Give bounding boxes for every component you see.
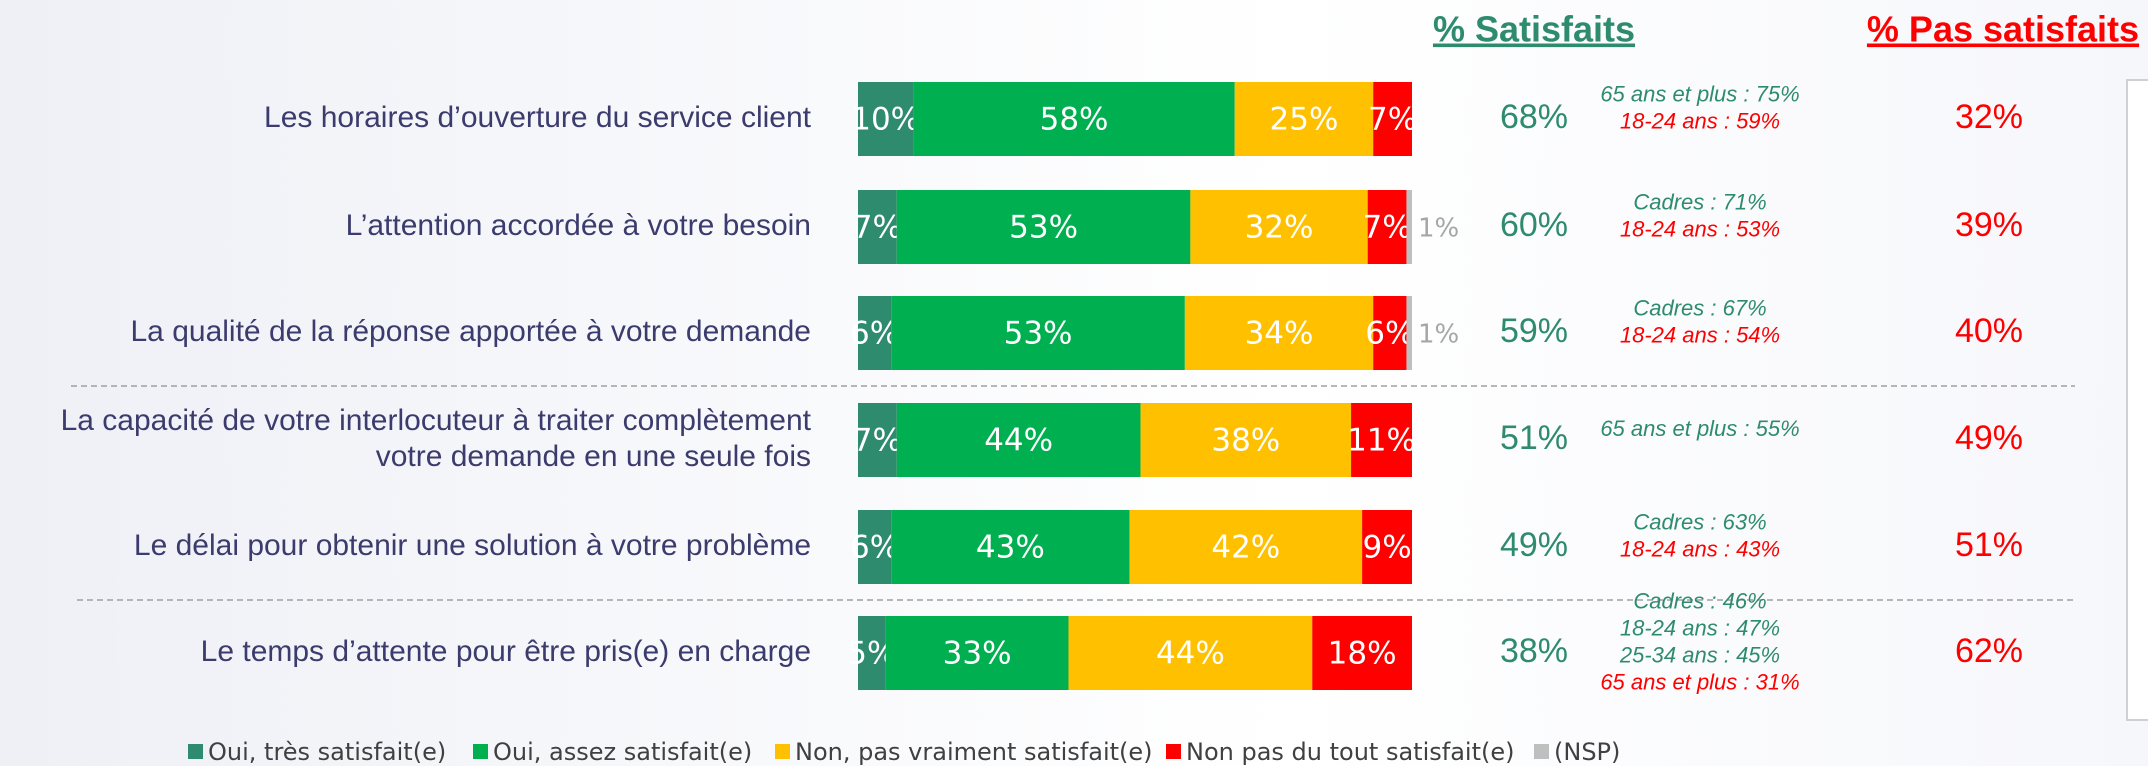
satisfied-value: 59% <box>1500 312 1568 350</box>
value-label: 10% <box>851 102 920 138</box>
bar-segment <box>1068 616 1313 690</box>
subgroup-note: 18-24 ans : 43% <box>1620 536 1780 561</box>
legend-swatch <box>188 744 203 759</box>
not-satisfied-value: 32% <box>1955 98 2023 136</box>
legend-swatch <box>1166 744 1181 759</box>
satisfied-value: 51% <box>1500 419 1568 457</box>
legend-label: Non pas du tout satisfait(e) <box>1186 738 1515 766</box>
value-label: 6% <box>850 530 899 566</box>
subgroup-note: 18-24 ans : 54% <box>1620 322 1780 347</box>
value-label: 44% <box>984 423 1053 459</box>
value-label: 7% <box>853 423 902 459</box>
bar-segment <box>858 616 886 690</box>
bar-segment <box>1406 296 1412 370</box>
not-satisfied-value: 39% <box>1955 206 2023 244</box>
value-label: 1% <box>1418 320 1459 350</box>
value-label: 58% <box>1040 102 1109 138</box>
bar-segment <box>896 403 1141 477</box>
bar-segment <box>858 510 892 584</box>
legend-label: Oui, très satisfait(e) <box>208 738 446 766</box>
legend-label: (NSP) <box>1554 738 1620 766</box>
subgroup-note: Cadres : 67% <box>1633 295 1766 320</box>
value-label: 44% <box>1156 636 1225 672</box>
value-label: 34% <box>1245 316 1314 352</box>
not-satisfied-value: 62% <box>1955 632 2023 670</box>
value-label: 32% <box>1245 210 1314 246</box>
not-satisfied-value: 49% <box>1955 419 2023 457</box>
value-label: 6% <box>850 316 899 352</box>
category-label: L’attention accordée à votre besoin <box>346 209 811 242</box>
value-label: 53% <box>1009 210 1078 246</box>
subgroup-note: 18-24 ans : 47% <box>1620 615 1780 640</box>
bar-segment <box>1373 296 1407 370</box>
bar-segment <box>1190 190 1368 264</box>
bar-segment <box>1184 296 1374 370</box>
category-label: La qualité de la réponse apportée à votr… <box>131 315 812 348</box>
bar-segment <box>1367 190 1407 264</box>
value-label: 18% <box>1328 636 1397 672</box>
bar-segment <box>1140 403 1352 477</box>
value-label: 38% <box>1211 423 1280 459</box>
value-label: 9% <box>1362 530 1411 566</box>
category-label: La capacité de votre interlocuteur à tra… <box>61 404 812 437</box>
subgroup-note: 18-24 ans : 59% <box>1620 108 1780 133</box>
bar-segment <box>1362 510 1412 584</box>
bar-segment <box>858 190 897 264</box>
bar-segment <box>896 190 1191 264</box>
side-panel <box>2126 79 2148 721</box>
value-label: 1% <box>1418 214 1459 244</box>
value-label: 7% <box>1362 210 1411 246</box>
category-label: Les horaires d’ouverture du service clie… <box>264 101 812 134</box>
subgroup-note: Cadres : 71% <box>1633 189 1766 214</box>
value-label: 53% <box>1004 316 1073 352</box>
category-label: Le délai pour obtenir une solution à vot… <box>134 529 811 562</box>
subgroup-note: 18-24 ans : 53% <box>1620 216 1780 241</box>
subgroup-note: Cadres : 46% <box>1633 588 1766 613</box>
value-label: 11% <box>1347 423 1416 459</box>
value-label: 6% <box>1365 316 1414 352</box>
bar-segment <box>1234 82 1374 156</box>
satisfied-value: 49% <box>1500 526 1568 564</box>
bar-segment <box>858 296 892 370</box>
value-label: 42% <box>1211 530 1280 566</box>
column-header: % Pas satisfaits <box>1867 9 2139 50</box>
column-header: % Satisfaits <box>1433 9 1635 50</box>
subgroup-note: 65 ans et plus : 31% <box>1600 669 1799 694</box>
legend-swatch <box>775 744 790 759</box>
bar-segment <box>858 82 914 156</box>
category-label: votre demande en une seule fois <box>376 440 811 473</box>
legend-swatch <box>473 744 488 759</box>
bar-segment <box>1406 190 1412 264</box>
subgroup-note: Cadres : 63% <box>1633 509 1766 534</box>
bar-segment <box>1129 510 1363 584</box>
bar-segment <box>1373 82 1412 156</box>
not-satisfied-value: 51% <box>1955 526 2023 564</box>
legend-label: Oui, assez satisfait(e) <box>493 738 752 766</box>
bar-segment <box>1351 403 1412 477</box>
bar-segment <box>858 403 897 477</box>
bar-segment <box>891 296 1185 370</box>
bar-segment <box>885 616 1069 690</box>
bar-segment <box>891 510 1130 584</box>
value-label: 33% <box>943 636 1012 672</box>
value-label: 7% <box>853 210 902 246</box>
satisfied-value: 38% <box>1500 632 1568 670</box>
value-label: 43% <box>976 530 1045 566</box>
satisfied-value: 68% <box>1500 98 1568 136</box>
legend-label: Non, pas vraiment satisfait(e) <box>795 738 1153 766</box>
value-label: 7% <box>1368 102 1417 138</box>
bar-segment <box>1312 616 1412 690</box>
category-label: Le temps d’attente pour être pris(e) en … <box>201 635 811 668</box>
not-satisfied-value: 40% <box>1955 312 2023 350</box>
satisfied-value: 60% <box>1500 206 1568 244</box>
subgroup-note: 65 ans et plus : 55% <box>1600 416 1799 441</box>
bar-segment <box>913 82 1235 156</box>
value-label: 25% <box>1270 102 1339 138</box>
legend-swatch <box>1534 744 1549 759</box>
subgroup-note: 25-34 ans : 45% <box>1619 642 1780 667</box>
subgroup-note: 65 ans et plus : 75% <box>1600 81 1799 106</box>
